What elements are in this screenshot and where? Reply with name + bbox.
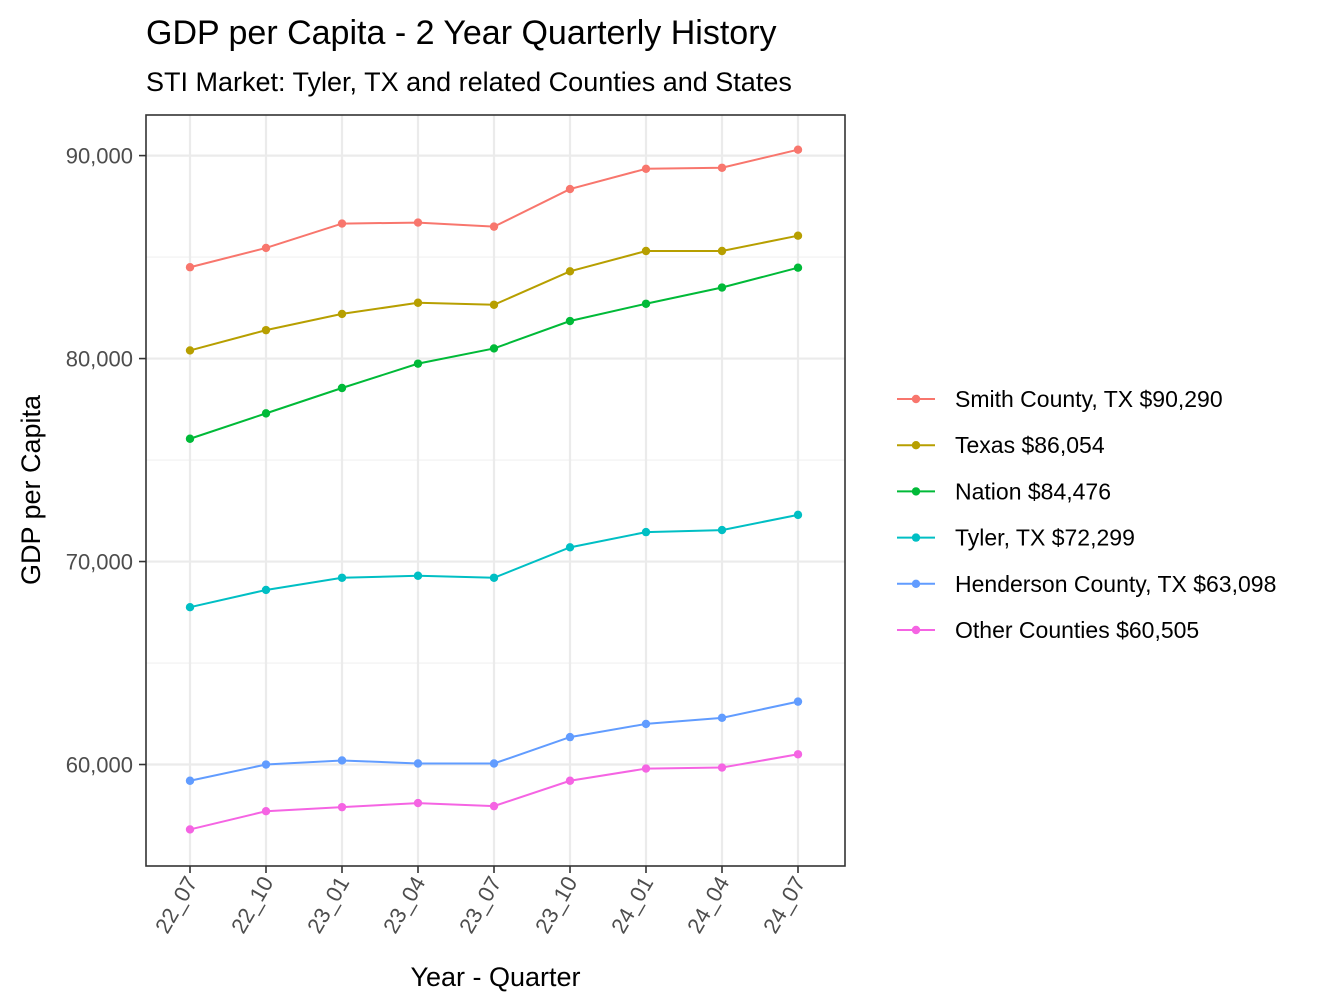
x-tick-label: 23_01 <box>302 872 354 937</box>
data-point <box>185 263 195 272</box>
data-point <box>793 510 803 520</box>
data-point <box>565 776 575 785</box>
data-point <box>565 267 575 276</box>
x-tick-label: 23_10 <box>530 872 582 937</box>
data-point <box>565 543 575 552</box>
plot-area <box>145 114 846 867</box>
data-point <box>261 325 271 335</box>
data-point <box>413 218 423 227</box>
data-point <box>337 219 347 228</box>
data-point <box>489 573 499 582</box>
data-point <box>641 299 651 308</box>
legend-key-point <box>911 625 921 635</box>
data-point <box>489 222 499 231</box>
legend-label: Henderson County, TX $63,098 <box>955 571 1276 597</box>
y-axis: 60,000 70,000 80,000 90,000 <box>66 144 146 778</box>
x-tick-label: 22_07 <box>150 872 202 937</box>
data-point <box>185 825 195 834</box>
legend-label: Smith County, TX $90,290 <box>955 386 1223 412</box>
data-point <box>717 246 727 256</box>
data-point <box>565 732 575 742</box>
legend-label: Nation $84,476 <box>955 478 1111 504</box>
data-point <box>793 145 803 154</box>
y-tick-label: 80,000 <box>66 347 133 372</box>
legend-item: Nation $84,476 <box>897 478 1111 504</box>
legend-key-point <box>911 487 921 496</box>
data-point <box>565 316 575 326</box>
x-tick-label: 22_10 <box>226 872 278 937</box>
data-point <box>261 243 271 253</box>
plot-panel <box>146 115 845 866</box>
data-point <box>185 434 195 443</box>
data-point <box>489 344 499 353</box>
data-point <box>413 298 423 307</box>
series-points <box>185 145 803 834</box>
data-point <box>413 798 423 808</box>
data-point <box>717 283 727 292</box>
legend-label: Tyler, TX $72,299 <box>955 525 1135 551</box>
data-point <box>261 806 271 816</box>
legend-key-point <box>911 394 921 404</box>
data-point <box>793 263 803 272</box>
data-point <box>413 759 423 768</box>
data-point <box>413 571 423 580</box>
y-tick-label: 70,000 <box>66 550 133 575</box>
data-point <box>489 759 499 768</box>
legend-item: Tyler, TX $72,299 <box>897 525 1135 551</box>
y-tick-label: 60,000 <box>66 753 133 778</box>
x-tick-label: 24_04 <box>682 872 734 937</box>
legend-item: Smith County, TX $90,290 <box>897 386 1223 412</box>
data-point <box>185 346 195 355</box>
data-point <box>337 802 347 812</box>
plot-border <box>145 114 846 867</box>
data-point <box>489 801 499 811</box>
data-point <box>489 300 499 309</box>
data-point <box>641 764 651 773</box>
data-point <box>717 763 727 772</box>
legend-item: Other Counties $60,505 <box>897 617 1199 643</box>
data-point <box>793 231 803 240</box>
data-point <box>413 359 423 368</box>
x-axis: 22_07 22_10 23_01 23_04 23_07 23_10 24_01 24_04… <box>150 866 810 937</box>
data-point <box>185 776 195 785</box>
data-point <box>717 525 727 535</box>
legend-key-point <box>911 441 921 450</box>
data-point <box>641 164 651 173</box>
chart-subtitle: STI Market: Tyler, TX and related Counti… <box>146 67 792 97</box>
y-axis-title: GDP per Capita <box>16 394 46 585</box>
legend-label: Other Counties $60,505 <box>955 617 1199 643</box>
data-point <box>337 309 347 319</box>
legend: Smith County, TX $90,290 Texas $86,054 Nat… <box>897 386 1276 643</box>
data-point <box>717 713 727 723</box>
x-tick-label: 24_01 <box>606 872 658 937</box>
data-point <box>337 573 347 582</box>
y-tick-label: 90,000 <box>66 144 133 169</box>
chart-title: GDP per Capita - 2 Year Quarterly Histor… <box>146 14 777 52</box>
data-point <box>641 527 651 537</box>
data-point <box>565 184 575 194</box>
data-point <box>641 719 651 729</box>
data-point <box>793 750 803 759</box>
major-gridlines <box>146 115 845 866</box>
data-point <box>185 603 195 612</box>
legend-key-point <box>911 579 921 588</box>
legend-item: Henderson County, TX $63,098 <box>897 571 1276 597</box>
legend-label: Texas $86,054 <box>955 432 1105 458</box>
data-point <box>337 383 347 393</box>
x-tick-label: 24_07 <box>758 872 810 937</box>
x-tick-label: 23_04 <box>378 872 430 937</box>
x-axis-title: Year - Quarter <box>410 962 580 992</box>
data-point <box>717 163 727 172</box>
data-point <box>261 409 271 418</box>
legend-item: Texas $86,054 <box>897 432 1105 458</box>
data-point <box>641 246 651 256</box>
data-point <box>261 760 271 769</box>
legend-key-point <box>911 533 921 542</box>
data-point <box>793 697 803 706</box>
data-point <box>261 585 271 595</box>
x-tick-label: 23_07 <box>454 872 506 937</box>
data-point <box>337 756 347 765</box>
